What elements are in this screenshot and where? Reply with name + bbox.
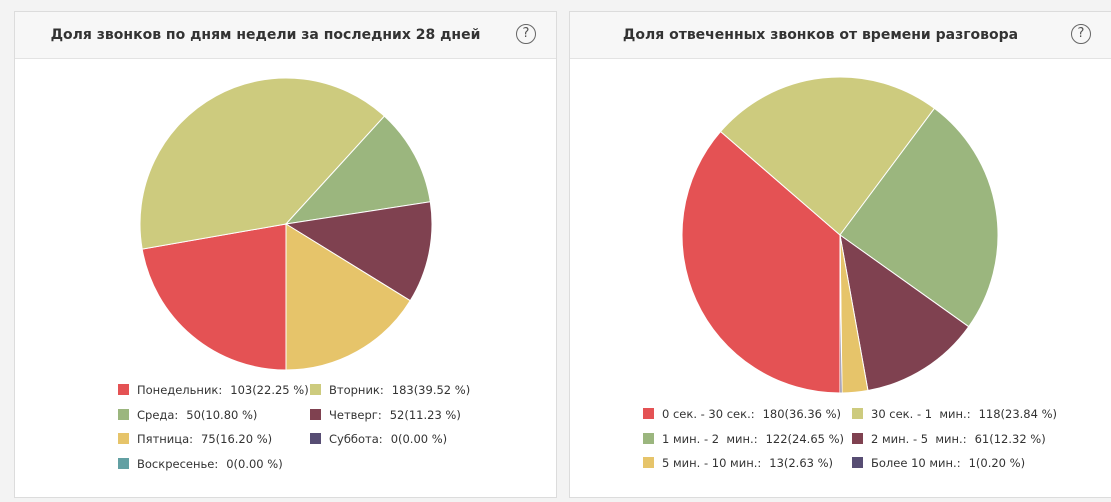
legend-swatch bbox=[118, 433, 129, 444]
legend-item[interactable]: 0 сек. - 30 сек.: 180(36.36 %) bbox=[643, 407, 841, 421]
legend-item[interactable]: Суббота: 0(0.00 %) bbox=[310, 432, 447, 446]
legend-swatch bbox=[643, 432, 654, 444]
legend-label: Суббота: bbox=[329, 432, 383, 446]
legend-label: Вторник: bbox=[329, 383, 384, 397]
pie-slice[interactable] bbox=[139, 77, 386, 250]
legend-item[interactable]: 30 сек. - 1 мин.: 118(23.84 %) bbox=[852, 407, 1057, 421]
legend-item[interactable]: Среда: 50(10.80 %) bbox=[118, 408, 257, 422]
legend-value: 0(0.00 %) bbox=[390, 432, 448, 446]
chart-title: Доля отвеченных звонков от времени разго… bbox=[622, 27, 1019, 43]
legend-value: 122(24.65 %) bbox=[765, 431, 845, 446]
pie-slice[interactable] bbox=[839, 233, 970, 392]
legend-swatch bbox=[643, 408, 654, 419]
legend-swatch bbox=[852, 408, 863, 419]
legend-swatch bbox=[310, 408, 321, 420]
panel-header: Доля отвеченных звонков от времени разго… bbox=[570, 12, 1111, 59]
pie-slice[interactable] bbox=[285, 223, 411, 371]
legend-swatch bbox=[852, 432, 863, 444]
legend-label: 0 сек. - 30 сек.: bbox=[662, 407, 755, 421]
legend-swatch bbox=[310, 433, 321, 444]
legend-value: 0(0.00 %) bbox=[226, 456, 283, 471]
help-icon[interactable]: ? bbox=[1071, 24, 1091, 44]
legend-value: 52(11.23 %) bbox=[389, 407, 461, 422]
legend-swatch bbox=[643, 457, 654, 468]
pie-slice[interactable] bbox=[284, 201, 433, 302]
legend-value: 183(39.52 %) bbox=[391, 383, 471, 397]
panel-header: Доля звонков по дням недели за последних… bbox=[15, 12, 556, 59]
legend-value: 61(12.32 %) bbox=[974, 431, 1046, 446]
legend-label: Пятница: bbox=[137, 432, 194, 446]
legend-label: 1 мин. - 2 мин.: bbox=[662, 431, 758, 446]
legend-item[interactable]: Вторник: 183(39.52 %) bbox=[310, 383, 470, 397]
legend-label: 2 мин. - 5 мин.: bbox=[871, 431, 967, 446]
legend-value: 1(0.20 %) bbox=[968, 456, 1026, 470]
pie-chart-weekday bbox=[139, 77, 433, 371]
legend-item[interactable]: Понедельник: 103(22.25 %) bbox=[118, 383, 309, 397]
legend-label: Более 10 мин.: bbox=[871, 456, 961, 470]
pie-slice[interactable] bbox=[141, 223, 287, 371]
pie-slice[interactable] bbox=[719, 76, 936, 236]
legend-value: 180(36.36 %) bbox=[762, 407, 842, 421]
pie-slice[interactable] bbox=[284, 115, 431, 225]
legend-label: Воскресенье: bbox=[137, 456, 219, 471]
legend-label: 5 мин. - 10 мин.: bbox=[662, 456, 762, 470]
legend-swatch bbox=[118, 408, 129, 420]
legend-label: 30 сек. - 1 мин.: bbox=[871, 407, 971, 421]
chart-title: Доля звонков по дням недели за последних… bbox=[50, 27, 481, 43]
help-icon[interactable]: ? bbox=[516, 24, 536, 44]
chart-panel-weekday: Доля звонков по дням недели за последних… bbox=[14, 11, 557, 498]
legend-swatch bbox=[852, 457, 863, 468]
pie-chart-duration bbox=[681, 76, 999, 394]
legend-item[interactable]: 5 мин. - 10 мин.: 13(2.63 %) bbox=[643, 456, 833, 470]
chart-legend: 0 сек. - 30 сек.: 180(36.36 %) 30 сек. - 1… bbox=[570, 12, 1111, 499]
legend-item[interactable]: Пятница: 75(16.20 %) bbox=[118, 432, 272, 446]
legend-label: Среда: bbox=[137, 407, 179, 422]
legend-value: 13(2.63 %) bbox=[769, 456, 834, 470]
chart-panel-duration: Доля отвеченных звонков от времени разго… bbox=[569, 11, 1111, 498]
legend-item[interactable]: 2 мин. - 5 мин.: 61(12.32 %) bbox=[852, 432, 1046, 446]
legend-swatch bbox=[118, 457, 129, 469]
pie-slice[interactable] bbox=[839, 107, 999, 328]
pie-slice[interactable] bbox=[681, 130, 841, 394]
legend-value: 50(10.80 %) bbox=[186, 407, 258, 422]
legend-item[interactable]: Четверг: 52(11.23 %) bbox=[310, 408, 461, 422]
legend-value: 103(22.25 %) bbox=[230, 383, 309, 397]
legend-item[interactable]: Воскресенье: 0(0.00 %) bbox=[118, 457, 283, 471]
legend-swatch bbox=[310, 384, 321, 395]
chart-legend: Понедельник: 103(22.25 %) Вторник: 183(39.5… bbox=[15, 12, 558, 499]
legend-label: Четверг: bbox=[329, 407, 382, 422]
legend-value: 118(23.84 %) bbox=[978, 407, 1058, 421]
legend-item[interactable]: Более 10 мин.: 1(0.20 %) bbox=[852, 456, 1025, 470]
legend-label: Понедельник: bbox=[137, 383, 223, 397]
legend-swatch bbox=[118, 384, 129, 395]
legend-item[interactable]: 1 мин. - 2 мин.: 122(24.65 %) bbox=[643, 432, 844, 446]
legend-value: 75(16.20 %) bbox=[201, 432, 273, 446]
pie-slice[interactable] bbox=[839, 234, 843, 394]
